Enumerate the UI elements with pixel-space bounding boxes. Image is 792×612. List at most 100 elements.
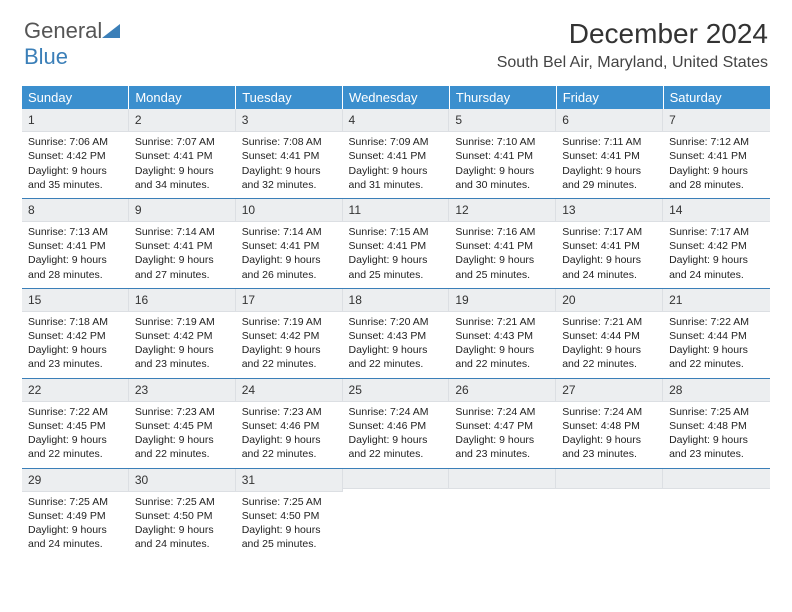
calendar-day-cell: 7Sunrise: 7:12 AMSunset: 4:41 PMDaylight… (663, 109, 770, 198)
calendar-day-cell: 12Sunrise: 7:16 AMSunset: 4:41 PMDayligh… (449, 198, 556, 288)
day-body: Sunrise: 7:11 AMSunset: 4:41 PMDaylight:… (556, 132, 663, 198)
day-body: Sunrise: 7:19 AMSunset: 4:42 PMDaylight:… (129, 312, 236, 378)
day-body: Sunrise: 7:12 AMSunset: 4:41 PMDaylight:… (663, 132, 770, 198)
daylight-line: Daylight: 9 hours and 24 minutes. (562, 253, 657, 281)
day-number: 10 (236, 199, 343, 222)
col-tuesday: Tuesday (236, 86, 343, 109)
day-body: Sunrise: 7:25 AMSunset: 4:50 PMDaylight:… (129, 492, 236, 558)
day-body: Sunrise: 7:24 AMSunset: 4:48 PMDaylight:… (556, 402, 663, 468)
day-body: Sunrise: 7:23 AMSunset: 4:45 PMDaylight:… (129, 402, 236, 468)
day-number: 31 (236, 469, 343, 492)
day-number: 16 (129, 289, 236, 312)
sunset-line: Sunset: 4:48 PM (562, 419, 657, 433)
sunset-line: Sunset: 4:42 PM (242, 329, 337, 343)
day-number: 13 (556, 199, 663, 222)
calendar-day-cell: 21Sunrise: 7:22 AMSunset: 4:44 PMDayligh… (663, 288, 770, 378)
day-number: 3 (236, 109, 343, 132)
day-body: Sunrise: 7:23 AMSunset: 4:46 PMDaylight:… (236, 402, 343, 468)
col-thursday: Thursday (449, 86, 556, 109)
day-body: Sunrise: 7:14 AMSunset: 4:41 PMDaylight:… (129, 222, 236, 288)
day-body: Sunrise: 7:21 AMSunset: 4:44 PMDaylight:… (556, 312, 663, 378)
col-sunday: Sunday (22, 86, 129, 109)
sunset-line: Sunset: 4:44 PM (562, 329, 657, 343)
sunrise-line: Sunrise: 7:15 AM (349, 225, 444, 239)
day-number: 8 (22, 199, 129, 222)
daylight-line: Daylight: 9 hours and 24 minutes. (28, 523, 123, 551)
day-body: Sunrise: 7:25 AMSunset: 4:49 PMDaylight:… (22, 492, 129, 558)
day-body: Sunrise: 7:18 AMSunset: 4:42 PMDaylight:… (22, 312, 129, 378)
daylight-line: Daylight: 9 hours and 24 minutes. (135, 523, 230, 551)
calendar-day-cell: 22 Sunrise: 7:22 AMSunset: 4:45 PMDayligh… (22, 378, 129, 468)
sunrise-line: Sunrise: 7:12 AM (669, 135, 764, 149)
col-friday: Friday (556, 86, 663, 109)
calendar-day-cell (556, 468, 663, 557)
day-number: 6 (556, 109, 663, 132)
sunset-line: Sunset: 4:41 PM (562, 239, 657, 253)
sunset-line: Sunset: 4:42 PM (135, 329, 230, 343)
daylight-line: Daylight: 9 hours and 28 minutes. (669, 164, 764, 192)
sunset-line: Sunset: 4:50 PM (242, 509, 337, 523)
logo-word-b: Blue (24, 44, 68, 69)
calendar-week-row: 29Sunrise: 7:25 AMSunset: 4:49 PMDayligh… (22, 468, 770, 557)
day-number: 4 (343, 109, 450, 132)
calendar-day-cell (663, 468, 770, 557)
daylight-line: Daylight: 9 hours and 24 minutes. (669, 253, 764, 281)
calendar-day-cell: 28Sunrise: 7:25 AMSunset: 4:48 PMDayligh… (663, 378, 770, 468)
sunrise-line: Sunrise: 7:18 AM (28, 315, 123, 329)
month-title: December 2024 (497, 18, 768, 50)
location-subtitle: South Bel Air, Maryland, United States (497, 54, 768, 72)
day-body-empty (343, 489, 450, 498)
sunrise-line: Sunrise: 7:16 AM (455, 225, 550, 239)
brand-logo: General Blue (24, 18, 120, 70)
sunrise-line: Sunrise: 7:14 AM (135, 225, 230, 239)
day-number: 22 (22, 379, 129, 402)
day-number: 9 (129, 199, 236, 222)
calendar-day-cell: 30Sunrise: 7:25 AMSunset: 4:50 PMDayligh… (129, 468, 236, 557)
sunset-line: Sunset: 4:47 PM (455, 419, 550, 433)
daylight-line: Daylight: 9 hours and 26 minutes. (242, 253, 337, 281)
day-body: Sunrise: 7:08 AMSunset: 4:41 PMDaylight:… (236, 132, 343, 198)
calendar-day-cell: 25Sunrise: 7:24 AMSunset: 4:46 PMDayligh… (343, 378, 450, 468)
sunset-line: Sunset: 4:44 PM (669, 329, 764, 343)
sunrise-line: Sunrise: 7:17 AM (562, 225, 657, 239)
day-number: 17 (236, 289, 343, 312)
sunset-line: Sunset: 4:46 PM (349, 419, 444, 433)
day-number-empty (343, 469, 450, 489)
sunset-line: Sunset: 4:41 PM (455, 239, 550, 253)
calendar-day-cell: 24Sunrise: 7:23 AMSunset: 4:46 PMDayligh… (236, 378, 343, 468)
sunset-line: Sunset: 4:43 PM (455, 329, 550, 343)
daylight-line: Daylight: 9 hours and 22 minutes. (669, 343, 764, 371)
sunset-line: Sunset: 4:41 PM (28, 239, 123, 253)
weekday-header-row: Sunday Monday Tuesday Wednesday Thursday… (22, 86, 770, 109)
daylight-line: Daylight: 9 hours and 25 minutes. (349, 253, 444, 281)
daylight-line: Daylight: 9 hours and 22 minutes. (349, 343, 444, 371)
sunset-line: Sunset: 4:41 PM (349, 239, 444, 253)
calendar-day-cell: 17Sunrise: 7:19 AMSunset: 4:42 PMDayligh… (236, 288, 343, 378)
day-body: Sunrise: 7:25 AMSunset: 4:48 PMDaylight:… (663, 402, 770, 468)
sunset-line: Sunset: 4:41 PM (669, 149, 764, 163)
logo-text: General Blue (24, 18, 120, 70)
sunset-line: Sunset: 4:45 PM (135, 419, 230, 433)
sunrise-line: Sunrise: 7:07 AM (135, 135, 230, 149)
day-number: 26 (449, 379, 556, 402)
calendar-day-cell: 19Sunrise: 7:21 AMSunset: 4:43 PMDayligh… (449, 288, 556, 378)
sunrise-line: Sunrise: 7:22 AM (28, 405, 123, 419)
day-number-empty (449, 469, 556, 489)
calendar-day-cell: 1Sunrise: 7:06 AMSunset: 4:42 PMDaylight… (22, 109, 129, 198)
day-number: 7 (663, 109, 770, 132)
calendar-day-cell (449, 468, 556, 557)
day-body: Sunrise: 7:22 AMSunset: 4:44 PMDaylight:… (663, 312, 770, 378)
day-number: 24 (236, 379, 343, 402)
sunset-line: Sunset: 4:45 PM (28, 419, 123, 433)
day-body-empty (556, 489, 663, 498)
daylight-line: Daylight: 9 hours and 22 minutes. (28, 433, 123, 461)
day-body: Sunrise: 7:24 AMSunset: 4:46 PMDaylight:… (343, 402, 450, 468)
sunset-line: Sunset: 4:49 PM (28, 509, 123, 523)
calendar-day-cell: 18Sunrise: 7:20 AMSunset: 4:43 PMDayligh… (343, 288, 450, 378)
sunrise-line: Sunrise: 7:24 AM (455, 405, 550, 419)
sunrise-line: Sunrise: 7:08 AM (242, 135, 337, 149)
day-body: Sunrise: 7:07 AMSunset: 4:41 PMDaylight:… (129, 132, 236, 198)
day-body: Sunrise: 7:06 AMSunset: 4:42 PMDaylight:… (22, 132, 129, 198)
sunrise-line: Sunrise: 7:19 AM (242, 315, 337, 329)
daylight-line: Daylight: 9 hours and 29 minutes. (562, 164, 657, 192)
